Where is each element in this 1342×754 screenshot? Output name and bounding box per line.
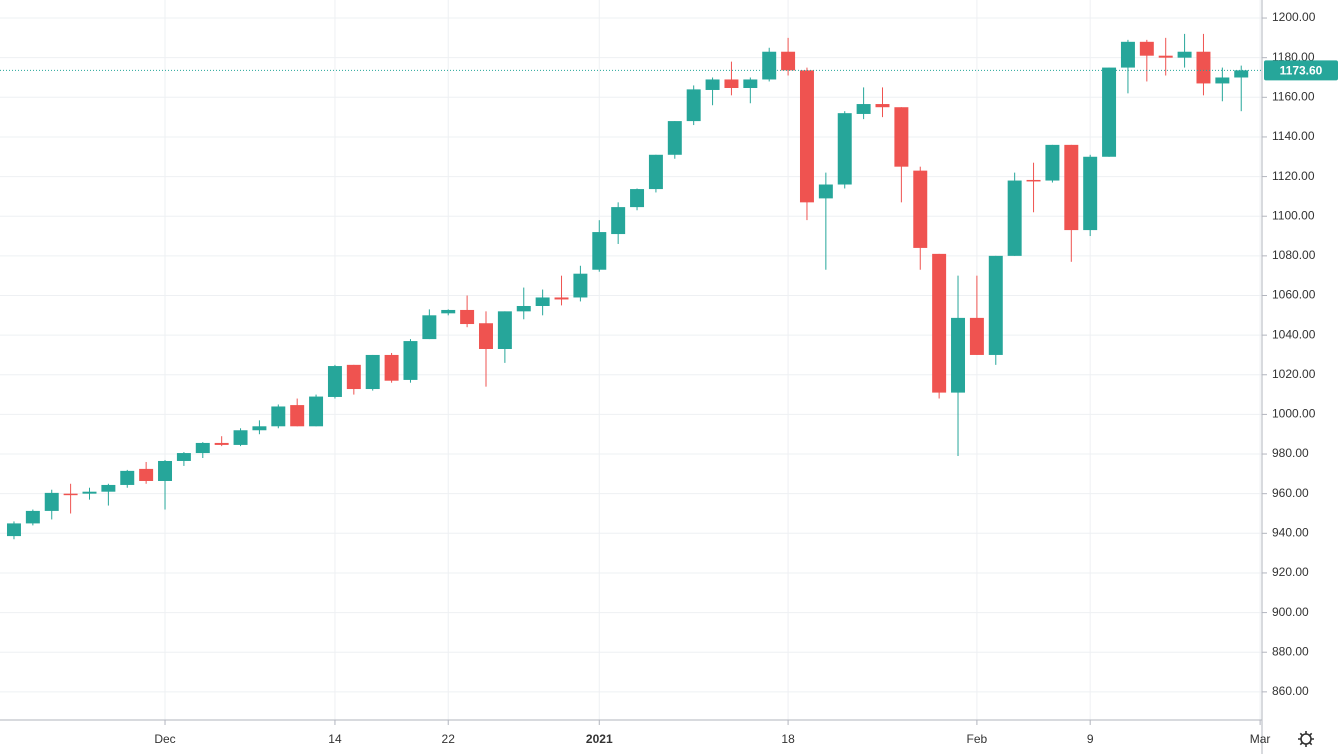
candle-body <box>837 113 852 185</box>
candle-body <box>1026 179 1041 182</box>
candle-body <box>554 297 569 300</box>
x-tick-label: Feb <box>967 732 988 746</box>
candle-body <box>6 523 21 537</box>
y-tick-label: 860.00 <box>1272 684 1309 698</box>
candle-body <box>856 104 871 114</box>
candle-body <box>667 121 682 155</box>
grid <box>0 0 1262 720</box>
candle-body <box>82 491 97 494</box>
y-tick-label: 1180.00 <box>1272 50 1315 64</box>
candle-body <box>158 460 173 481</box>
gear-teeth[interactable] <box>1298 731 1314 747</box>
candle-body <box>290 405 305 427</box>
candle-body <box>139 468 154 481</box>
candle-body <box>63 493 78 496</box>
candle-body <box>403 341 418 380</box>
candle-body <box>875 104 890 108</box>
x-tick-label: 9 <box>1087 732 1094 746</box>
y-tick-label: 1060.00 <box>1272 288 1316 302</box>
y-tick-label: 940.00 <box>1272 525 1309 539</box>
y-tick-label: 1000.00 <box>1272 407 1316 421</box>
candle-body <box>951 317 966 393</box>
y-tick-label: 960.00 <box>1272 486 1309 500</box>
candle-body <box>309 396 324 427</box>
candle-body <box>799 70 814 203</box>
candle-body <box>1177 51 1192 58</box>
x-tick-label: 2021 <box>586 732 613 746</box>
candle-body <box>1083 156 1098 231</box>
candle-body <box>1234 70 1249 78</box>
candle-body <box>460 309 475 325</box>
candle-body <box>252 426 267 431</box>
candle-body <box>44 492 59 511</box>
candle-body <box>1102 67 1117 157</box>
candle-body <box>611 207 626 235</box>
y-tick-label: 880.00 <box>1272 644 1309 658</box>
candle-body <box>365 354 380 390</box>
candle-body <box>479 323 493 350</box>
y-tick-label: 900.00 <box>1272 605 1309 619</box>
x-tick-label: 22 <box>442 732 456 746</box>
y-tick-label: 1020.00 <box>1272 367 1316 381</box>
candle-body <box>497 311 512 350</box>
y-tick-label: 1140.00 <box>1272 129 1315 143</box>
y-tick-label: 1120.00 <box>1272 169 1315 183</box>
y-tick-label: 1160.00 <box>1272 89 1315 103</box>
candle-body <box>422 315 437 340</box>
candle-body <box>1158 55 1173 58</box>
candle-body <box>932 253 947 393</box>
candle-body <box>195 442 210 454</box>
candle-body <box>535 297 550 306</box>
candle-body <box>988 255 1003 355</box>
y-tick-label: 1080.00 <box>1272 248 1316 262</box>
candle-body <box>1064 144 1079 231</box>
candle-body <box>686 89 701 122</box>
candle-body <box>818 184 833 199</box>
candle-body <box>214 442 229 445</box>
candle-body <box>573 273 588 298</box>
candle-body <box>743 79 758 88</box>
candle-body <box>1120 41 1135 68</box>
x-tick-label: 14 <box>328 732 342 746</box>
candle-body <box>1045 144 1060 181</box>
candle-body <box>327 366 342 397</box>
candle-body <box>271 406 286 427</box>
candle-body <box>1007 180 1022 256</box>
candle-body <box>648 154 663 190</box>
candle-body <box>630 189 645 208</box>
candle-body <box>762 51 777 80</box>
x-tick-label: Mar <box>1250 732 1271 746</box>
candle-body <box>913 170 928 248</box>
x-tick-label: 18 <box>781 732 795 746</box>
x-tick-label: Dec <box>154 732 175 746</box>
candle-body <box>441 309 456 314</box>
candle-body <box>1215 77 1230 84</box>
candle-body <box>346 364 361 390</box>
candle-body <box>705 79 720 90</box>
y-tick-label: 920.00 <box>1272 565 1309 579</box>
candle-body <box>781 51 796 71</box>
candle-body <box>894 107 909 167</box>
candle-body <box>724 79 739 88</box>
candle-body <box>384 354 399 381</box>
candle-body <box>592 232 607 270</box>
y-tick-label: 1040.00 <box>1272 327 1316 341</box>
candle-body <box>969 317 984 355</box>
candle-body <box>176 453 191 461</box>
settings-icon[interactable] <box>1298 731 1314 747</box>
y-tick-label: 1100.00 <box>1272 208 1315 222</box>
candle-body <box>1196 51 1211 84</box>
candle-body <box>120 470 135 485</box>
last-price-label: 1173.60 <box>1280 64 1323 78</box>
y-tick-label: 1200.00 <box>1272 10 1316 24</box>
last-price-box <box>1264 60 1338 81</box>
candle-body <box>516 305 531 312</box>
candle-body <box>233 430 248 445</box>
candle-body <box>1139 41 1154 56</box>
y-tick-label: 980.00 <box>1272 446 1309 460</box>
candle-body <box>101 484 116 492</box>
candle-body <box>25 510 40 524</box>
